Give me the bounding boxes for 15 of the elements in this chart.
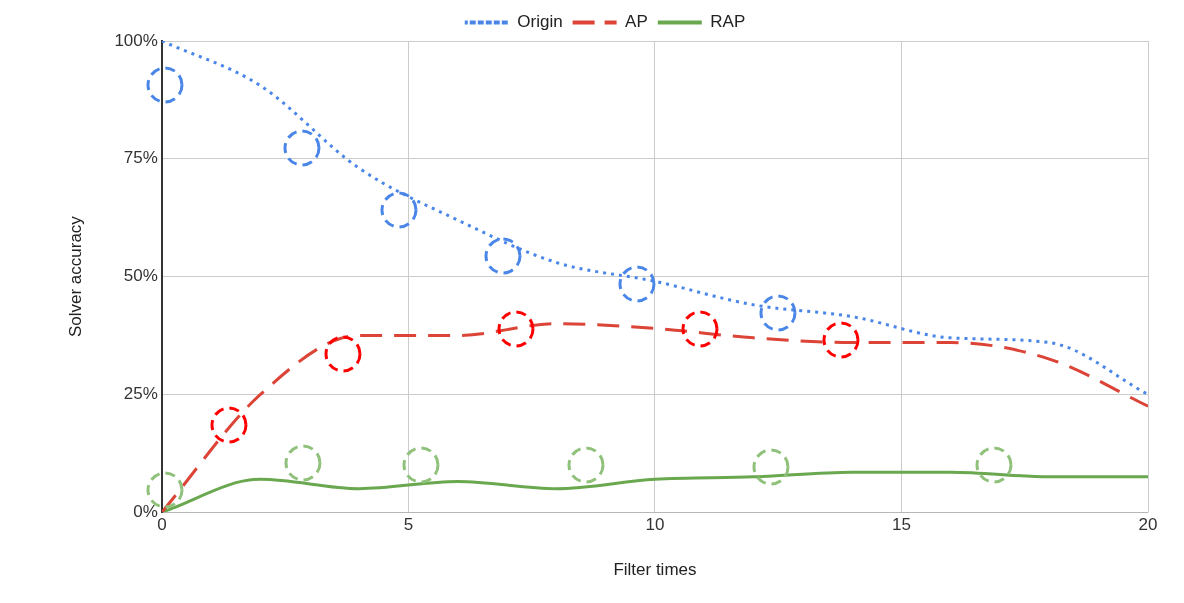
x-tick-label: 20 bbox=[1138, 515, 1158, 535]
y-tick-label: 0% bbox=[133, 501, 158, 521]
x-tick-label: 0 bbox=[157, 515, 167, 535]
legend-label: RAP bbox=[710, 12, 746, 32]
x-axis-title: Filter times bbox=[613, 560, 697, 580]
legend-label: Origin bbox=[517, 12, 563, 32]
legend-label: AP bbox=[625, 12, 648, 32]
x-tick-label: 15 bbox=[892, 515, 911, 535]
y-tick-label: 25% bbox=[123, 384, 158, 404]
x-tick-label: 5 bbox=[403, 515, 414, 535]
y-tick-label: 50% bbox=[123, 266, 158, 286]
y-axis-title: Solver accuracy bbox=[65, 215, 85, 338]
x-tick-label: 10 bbox=[645, 515, 665, 535]
y-tick-label: 75% bbox=[123, 148, 158, 168]
y-tick-label: 100% bbox=[114, 30, 158, 50]
